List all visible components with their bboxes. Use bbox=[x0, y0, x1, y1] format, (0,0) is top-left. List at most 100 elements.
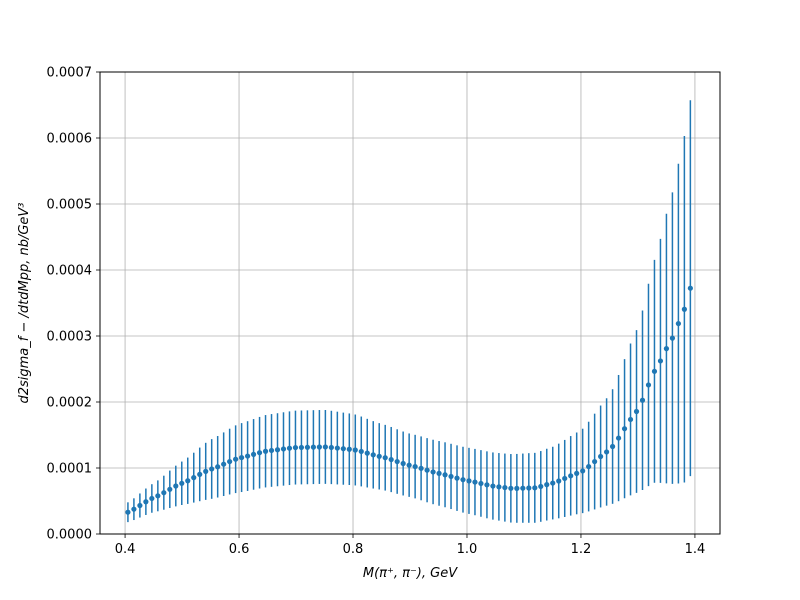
data-point bbox=[532, 485, 538, 491]
data-point bbox=[262, 448, 269, 454]
data-point bbox=[621, 426, 628, 432]
data-point bbox=[484, 482, 490, 488]
data-point bbox=[227, 458, 233, 465]
data-point bbox=[663, 346, 670, 352]
data-point bbox=[221, 461, 227, 467]
y-tick-label: 0.0004 bbox=[47, 264, 93, 279]
data-point bbox=[322, 444, 328, 450]
data-point bbox=[460, 477, 466, 483]
data-point bbox=[645, 382, 652, 388]
data-point bbox=[633, 408, 640, 415]
data-point bbox=[239, 454, 245, 461]
x-tick-label: 0.6 bbox=[229, 542, 250, 557]
data-point bbox=[538, 483, 544, 490]
data-point bbox=[550, 480, 556, 486]
y-axis-label: d2sigma_f − /dtdMpp, nb/GeV³ bbox=[17, 202, 32, 403]
data-point bbox=[364, 450, 370, 456]
data-point bbox=[514, 485, 520, 491]
data-point bbox=[627, 416, 634, 423]
data-point bbox=[568, 473, 574, 479]
data-point bbox=[586, 463, 592, 470]
data-point bbox=[472, 479, 478, 485]
data-point bbox=[394, 458, 400, 465]
data-point bbox=[149, 495, 155, 502]
data-point bbox=[562, 475, 568, 482]
data-point bbox=[191, 475, 197, 481]
data-point bbox=[352, 447, 358, 453]
data-point bbox=[382, 455, 388, 461]
data-point bbox=[454, 475, 460, 481]
data-point bbox=[161, 490, 167, 496]
data-point bbox=[478, 480, 484, 487]
data-point bbox=[388, 456, 394, 463]
data-point bbox=[406, 462, 412, 468]
data-point bbox=[669, 335, 676, 341]
data-point bbox=[167, 486, 173, 492]
data-point bbox=[436, 470, 442, 476]
data-point bbox=[215, 464, 221, 470]
data-point bbox=[185, 478, 191, 484]
data-point bbox=[580, 468, 586, 474]
data-point bbox=[544, 482, 550, 488]
data-point bbox=[268, 447, 275, 454]
data-point bbox=[651, 368, 658, 374]
data-point bbox=[173, 483, 179, 489]
data-point bbox=[340, 446, 346, 452]
data-point bbox=[203, 468, 209, 474]
x-axis-label: M(π⁺, π⁻), GeV bbox=[363, 566, 458, 581]
data-point bbox=[508, 485, 514, 491]
data-point bbox=[125, 509, 131, 515]
data-point bbox=[657, 358, 664, 364]
error-bars bbox=[127, 100, 692, 523]
data-point bbox=[418, 465, 424, 471]
data-point bbox=[304, 444, 311, 450]
data-points bbox=[125, 285, 693, 515]
data-point bbox=[250, 451, 257, 457]
data-point bbox=[502, 484, 508, 491]
data-point bbox=[412, 463, 418, 470]
data-point bbox=[370, 452, 376, 458]
x-tick-label: 0.8 bbox=[343, 542, 364, 557]
data-point bbox=[244, 453, 251, 459]
x-tick-label: 1.0 bbox=[457, 542, 478, 557]
y-tick-labels: 0.0000 0.0001 0.0002 0.0003 0.0004 0.0005 0.00… bbox=[47, 66, 93, 543]
data-point bbox=[615, 435, 622, 441]
x-tick-label: 1.2 bbox=[571, 542, 592, 557]
data-point bbox=[687, 285, 693, 291]
y-tick-label: 0.0000 bbox=[47, 528, 93, 543]
data-point bbox=[639, 397, 646, 403]
data-point bbox=[442, 472, 448, 478]
data-point bbox=[233, 456, 239, 462]
y-tick-label: 0.0003 bbox=[47, 330, 93, 345]
data-point bbox=[592, 458, 598, 465]
data-point bbox=[131, 506, 137, 512]
data-point bbox=[209, 466, 215, 472]
data-point bbox=[334, 445, 340, 451]
data-point bbox=[316, 444, 322, 450]
data-point bbox=[274, 447, 281, 453]
data-point bbox=[376, 453, 382, 459]
y-tick-label: 0.0001 bbox=[47, 462, 93, 477]
axis-ticks bbox=[96, 71, 696, 538]
data-point bbox=[256, 450, 263, 456]
data-point bbox=[358, 448, 364, 455]
data-point bbox=[490, 483, 496, 489]
data-point bbox=[603, 449, 610, 455]
x-tick-labels: 0.4 0.6 0.8 1.0 1.2 1.4 bbox=[115, 542, 706, 557]
data-point bbox=[286, 445, 293, 451]
data-point bbox=[598, 453, 604, 460]
data-point bbox=[179, 480, 185, 486]
data-point bbox=[448, 473, 454, 480]
data-point bbox=[400, 460, 406, 467]
data-point bbox=[346, 446, 352, 452]
data-point bbox=[681, 306, 687, 312]
y-tick-label: 0.0002 bbox=[47, 396, 93, 411]
data-point bbox=[197, 471, 203, 477]
data-point bbox=[143, 499, 149, 505]
data-point bbox=[574, 470, 580, 476]
x-tick-label: 1.4 bbox=[685, 542, 706, 557]
data-point bbox=[155, 493, 161, 499]
y-tick-label: 0.0005 bbox=[47, 198, 93, 213]
data-point bbox=[609, 443, 616, 450]
